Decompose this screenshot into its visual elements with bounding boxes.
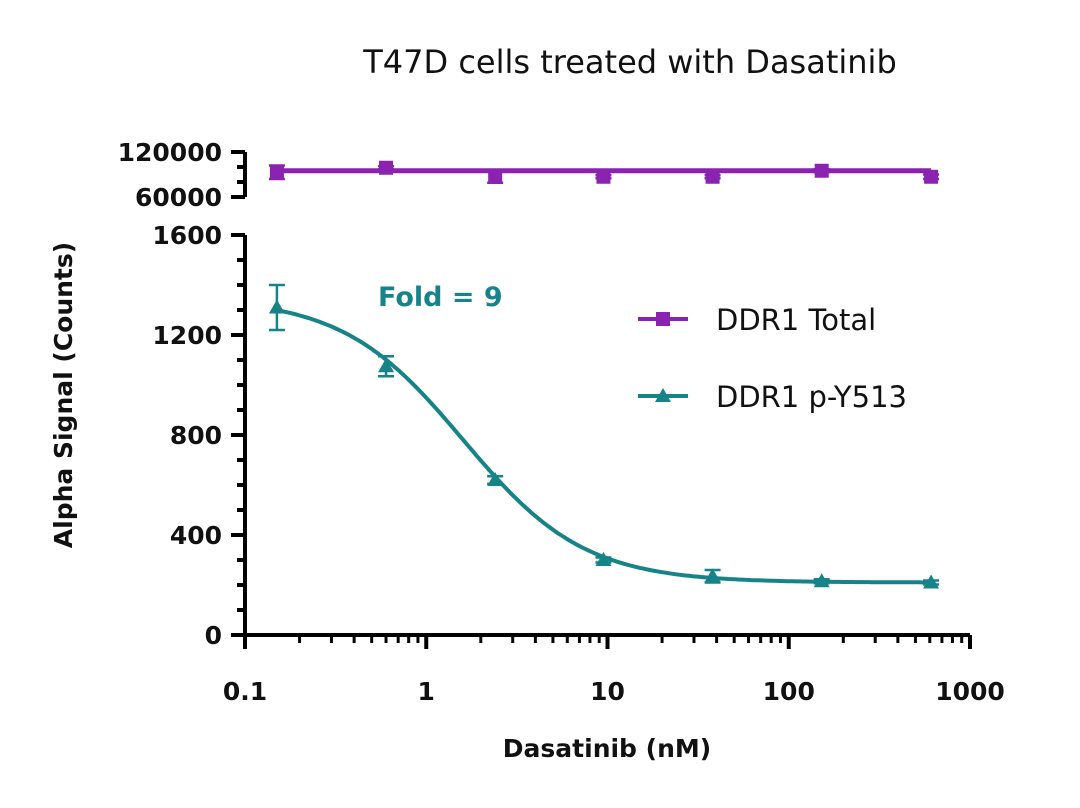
data-point-square — [269, 165, 284, 180]
x-tick-label: 0.1 — [223, 677, 267, 706]
y-tick-label-lower: 800 — [170, 421, 222, 450]
data-point-square — [705, 169, 720, 184]
legend-label-total: DDR1 Total — [716, 303, 876, 337]
legend-label-py513: DDR1 p-Y513 — [716, 380, 907, 414]
x-tick-label: 1000 — [935, 677, 1005, 706]
y-axis-label: Alpha Signal (Counts) — [49, 242, 78, 548]
fit-curve — [276, 308, 932, 585]
data-point-square — [924, 169, 939, 184]
fold-annotation: Fold = 9 — [378, 282, 503, 313]
x-tick-label: 10 — [590, 677, 625, 706]
legend-marker-square — [656, 312, 670, 326]
y-tick-label-lower: 1200 — [152, 321, 222, 350]
y-tick-label-upper: 60000 — [135, 183, 222, 212]
data-point-triangle — [595, 552, 612, 566]
y-tick-label-lower: 400 — [170, 521, 222, 550]
data-point-triangle — [813, 573, 830, 588]
x-axis-label: Dasatinib (nM) — [503, 734, 711, 763]
x-tick-label: 1 — [418, 677, 435, 706]
data-point-square — [488, 169, 503, 184]
legend: DDR1 Total DDR1 p-Y513 — [638, 303, 907, 414]
legend-marker-triangle — [655, 388, 671, 402]
data-point-square — [596, 169, 611, 184]
data-point-triangle — [487, 472, 504, 486]
y-tick-label-lower: 1600 — [152, 221, 222, 250]
data-point-square — [814, 163, 829, 178]
y-tick-label-lower: 0 — [205, 621, 222, 650]
data-point-triangle — [923, 574, 940, 589]
x-tick-label: 100 — [763, 677, 815, 706]
data-point-triangle — [378, 358, 395, 373]
data-point-square — [379, 160, 394, 175]
data-point-triangle — [268, 299, 285, 314]
chart-title: T47D cells treated with Dasatinib — [362, 43, 897, 81]
data-point-triangle — [704, 568, 721, 583]
y-tick-label-upper: 120000 — [118, 138, 222, 167]
